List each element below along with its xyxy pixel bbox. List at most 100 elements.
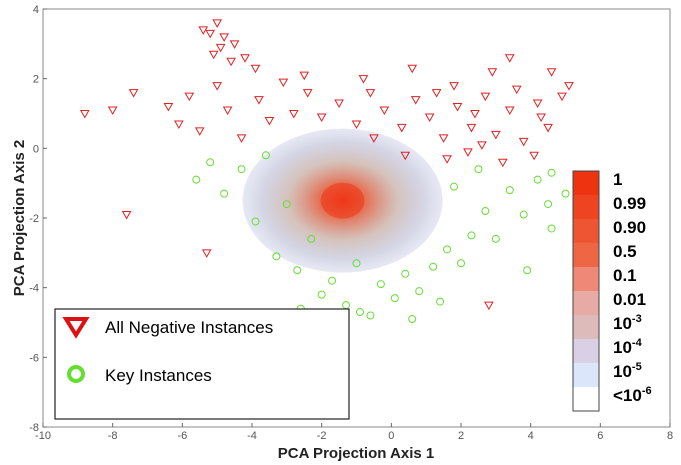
negative-point xyxy=(264,116,275,126)
key-point xyxy=(443,245,452,254)
negative-point xyxy=(564,82,574,91)
negative-point xyxy=(194,127,205,136)
negative-point xyxy=(299,71,310,81)
x-tick-label: 4 xyxy=(528,430,534,442)
negative-point xyxy=(208,50,219,60)
negative-point xyxy=(410,96,421,105)
key-point xyxy=(547,168,556,177)
negative-point xyxy=(424,113,435,122)
key-point xyxy=(237,165,246,174)
negative-point xyxy=(107,106,118,116)
negative-point xyxy=(487,68,498,77)
key-point xyxy=(519,210,528,219)
negative-point xyxy=(358,75,369,84)
negative-point xyxy=(480,92,491,102)
negative-point xyxy=(215,43,226,53)
colorbar xyxy=(572,170,600,412)
x-tick-label: -8 xyxy=(108,430,118,442)
negative-point xyxy=(543,123,553,133)
colorbar-segment xyxy=(573,195,599,220)
key-point xyxy=(457,259,465,268)
x-tick-label: 0 xyxy=(388,430,394,442)
negative-point xyxy=(184,92,195,102)
key-point xyxy=(282,200,291,209)
y-tick-label: -2 xyxy=(29,213,39,225)
colorbar-segment xyxy=(573,363,599,388)
negative-point xyxy=(477,141,487,150)
key-point xyxy=(390,294,399,303)
key-point xyxy=(481,207,490,216)
negative-point xyxy=(316,113,327,122)
negative-point xyxy=(529,151,540,161)
key-point xyxy=(352,259,361,268)
negative-point xyxy=(229,40,240,49)
key-point xyxy=(206,158,215,167)
negative-point xyxy=(128,89,139,98)
key-point xyxy=(436,297,445,306)
negative-point xyxy=(250,64,261,74)
negative-point xyxy=(504,54,515,63)
colorbar-label: 10-5 xyxy=(613,361,642,381)
negative-point xyxy=(511,85,522,95)
negative-instances-series xyxy=(79,19,574,311)
colorbar-segment xyxy=(573,243,599,268)
negative-point xyxy=(400,151,411,161)
negative-point xyxy=(365,89,376,98)
negative-point xyxy=(302,89,313,98)
negative-point xyxy=(79,110,90,119)
negative-point xyxy=(334,99,344,109)
colorbar-label: 0.90 xyxy=(613,218,646,237)
negative-point xyxy=(532,99,543,109)
negative-point xyxy=(198,26,209,35)
key-point xyxy=(261,151,270,160)
legend-label-key: Key Instances xyxy=(105,366,212,385)
colorbar-segment xyxy=(573,315,599,340)
key-point xyxy=(533,175,542,184)
negative-point xyxy=(466,123,477,133)
legend-box xyxy=(54,308,350,420)
key-point xyxy=(328,276,337,285)
colorbar-label: 0.5 xyxy=(613,242,637,261)
x-tick-label: -6 xyxy=(177,430,187,442)
negative-point xyxy=(557,92,567,102)
key-point xyxy=(429,262,438,271)
colorbar-label: 10-4 xyxy=(613,337,643,357)
negative-point xyxy=(173,120,184,129)
x-tick-label: 8 xyxy=(667,430,673,442)
key-point xyxy=(523,266,532,275)
key-point xyxy=(401,269,410,278)
negative-point xyxy=(431,89,442,98)
y-tick-label: 4 xyxy=(33,4,39,16)
negative-point xyxy=(484,301,494,311)
x-tick-label: -2 xyxy=(317,430,327,442)
negative-point xyxy=(463,148,473,157)
negative-point xyxy=(546,68,557,77)
density-peak xyxy=(320,182,365,219)
negative-point xyxy=(497,158,508,168)
negative-point xyxy=(407,64,418,74)
x-tick-label: -10 xyxy=(35,430,51,442)
colorbar-label: 10-3 xyxy=(613,313,642,333)
y-axis-title: PCA Projection Axis 2 xyxy=(11,140,28,296)
negative-point xyxy=(226,57,236,67)
key-point xyxy=(376,280,385,289)
key-point xyxy=(450,182,459,191)
negative-point xyxy=(219,33,229,42)
negative-point xyxy=(212,82,223,91)
negative-point xyxy=(449,82,459,91)
x-tick-label: -4 xyxy=(247,430,257,442)
legend-label-negative: All Negative Instances xyxy=(105,318,273,337)
y-tick-label: -6 xyxy=(29,352,39,364)
negative-point xyxy=(205,29,216,39)
negative-point xyxy=(212,19,223,28)
negative-point xyxy=(470,110,480,119)
colorbar-segment xyxy=(573,267,599,292)
x-tick-label: 2 xyxy=(458,430,464,442)
key-point xyxy=(355,308,364,317)
key-point xyxy=(544,200,553,209)
key-point xyxy=(561,189,570,198)
x-axis-ticks: -10 -8 -6 -4 -2 0 2 4 6 8 xyxy=(35,423,673,442)
x-tick-label: 6 xyxy=(597,430,603,442)
colorbar-label: 1 xyxy=(613,170,622,189)
